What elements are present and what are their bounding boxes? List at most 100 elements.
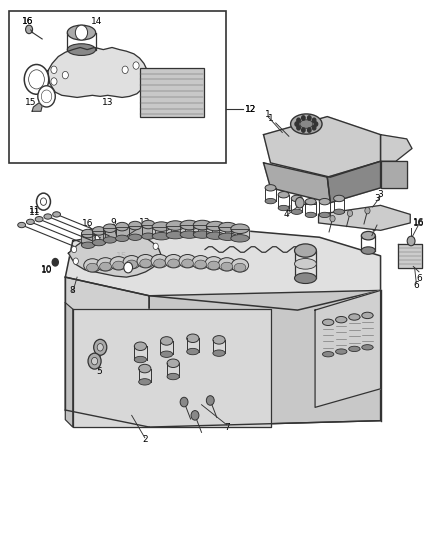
Ellipse shape <box>265 198 276 204</box>
Text: 13: 13 <box>102 98 113 107</box>
Ellipse shape <box>165 254 182 268</box>
Polygon shape <box>264 117 381 177</box>
Polygon shape <box>65 277 149 427</box>
Ellipse shape <box>234 263 246 272</box>
Circle shape <box>41 90 52 103</box>
Ellipse shape <box>92 227 106 235</box>
Polygon shape <box>315 290 381 407</box>
Polygon shape <box>152 227 170 236</box>
Polygon shape <box>81 233 95 245</box>
Ellipse shape <box>290 114 322 134</box>
Ellipse shape <box>336 349 347 354</box>
Ellipse shape <box>206 221 225 231</box>
Circle shape <box>52 259 58 266</box>
Text: 13: 13 <box>139 219 151 228</box>
Ellipse shape <box>166 221 184 230</box>
Polygon shape <box>116 227 129 238</box>
Polygon shape <box>318 205 410 230</box>
Ellipse shape <box>219 233 237 240</box>
Ellipse shape <box>192 255 209 269</box>
Ellipse shape <box>123 255 140 269</box>
Ellipse shape <box>319 198 330 205</box>
Ellipse shape <box>67 25 95 40</box>
Ellipse shape <box>134 342 147 351</box>
Circle shape <box>38 86 55 107</box>
Ellipse shape <box>300 120 313 128</box>
Ellipse shape <box>195 260 207 269</box>
Polygon shape <box>65 224 381 310</box>
Circle shape <box>28 70 44 89</box>
Text: 14: 14 <box>231 224 242 233</box>
Circle shape <box>154 255 159 261</box>
Bar <box>10 11 226 163</box>
Ellipse shape <box>221 262 233 271</box>
Text: 11: 11 <box>29 208 40 217</box>
Circle shape <box>40 198 46 205</box>
Polygon shape <box>92 231 106 243</box>
Ellipse shape <box>35 216 43 222</box>
Ellipse shape <box>110 256 127 270</box>
Ellipse shape <box>291 195 302 201</box>
Polygon shape <box>73 309 272 427</box>
Circle shape <box>191 410 199 420</box>
Text: 6: 6 <box>416 273 422 282</box>
Ellipse shape <box>160 337 173 345</box>
Circle shape <box>295 122 298 126</box>
Ellipse shape <box>86 263 98 272</box>
Ellipse shape <box>152 222 170 231</box>
Ellipse shape <box>152 232 170 240</box>
Text: 4: 4 <box>285 205 291 214</box>
Text: 16: 16 <box>82 220 94 229</box>
Polygon shape <box>48 47 148 98</box>
Circle shape <box>94 236 99 242</box>
Ellipse shape <box>213 336 225 344</box>
Ellipse shape <box>134 357 147 363</box>
Circle shape <box>297 126 300 130</box>
Ellipse shape <box>103 237 117 243</box>
Circle shape <box>124 262 133 273</box>
Ellipse shape <box>81 229 95 238</box>
Polygon shape <box>381 135 412 161</box>
Ellipse shape <box>193 220 212 230</box>
Circle shape <box>302 116 305 120</box>
Ellipse shape <box>126 260 138 269</box>
Circle shape <box>75 25 88 40</box>
Text: 15: 15 <box>117 253 128 261</box>
Circle shape <box>133 62 139 69</box>
Ellipse shape <box>334 195 345 201</box>
Polygon shape <box>219 227 237 237</box>
Circle shape <box>295 197 304 208</box>
Ellipse shape <box>166 231 184 239</box>
Text: 15: 15 <box>25 98 36 107</box>
Polygon shape <box>65 303 73 427</box>
Circle shape <box>307 128 311 132</box>
Circle shape <box>347 210 353 216</box>
Ellipse shape <box>129 234 142 240</box>
Polygon shape <box>129 225 142 237</box>
Circle shape <box>97 344 103 351</box>
Text: 3: 3 <box>378 190 383 199</box>
Ellipse shape <box>139 365 151 373</box>
Ellipse shape <box>305 212 316 217</box>
Ellipse shape <box>219 222 237 232</box>
Text: 16: 16 <box>413 220 425 229</box>
Ellipse shape <box>336 317 347 323</box>
Bar <box>140 68 204 117</box>
Ellipse shape <box>213 350 225 357</box>
Ellipse shape <box>154 259 166 268</box>
Text: 12: 12 <box>245 104 256 114</box>
Ellipse shape <box>129 221 142 230</box>
Polygon shape <box>398 244 422 268</box>
Ellipse shape <box>265 184 276 191</box>
Text: 12: 12 <box>245 104 256 114</box>
Ellipse shape <box>231 224 249 233</box>
Circle shape <box>92 358 98 365</box>
Circle shape <box>206 395 214 405</box>
Ellipse shape <box>167 359 179 368</box>
Circle shape <box>88 353 101 369</box>
Text: 10: 10 <box>41 265 52 273</box>
Ellipse shape <box>349 314 360 320</box>
Ellipse shape <box>205 256 223 270</box>
Polygon shape <box>180 225 198 235</box>
Text: 6: 6 <box>413 280 419 289</box>
